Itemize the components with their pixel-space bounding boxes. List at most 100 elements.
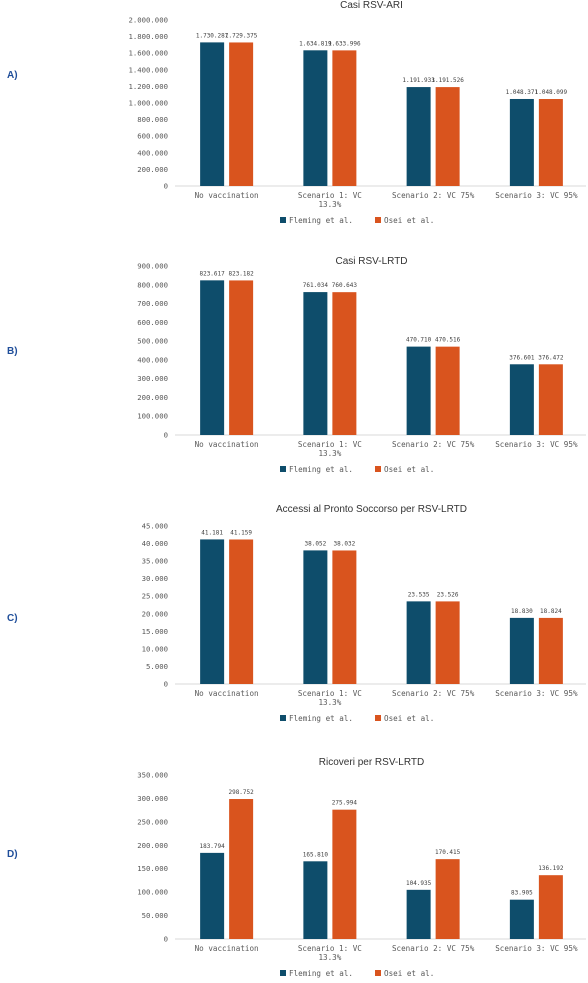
data-label: 298.752 — [228, 789, 254, 796]
data-label: 1.634.819 — [299, 40, 332, 47]
x-category-label: Scenario 3: VC 95% — [495, 944, 578, 953]
y-tick-label: 200.000 — [137, 841, 168, 850]
legend-swatch-fleming — [280, 217, 286, 223]
data-label: 170.415 — [435, 849, 461, 856]
bar-osei — [229, 42, 254, 186]
bar-fleming — [303, 550, 328, 684]
y-tick-label: 1.400.000 — [128, 65, 168, 74]
chart-b-svg: Casi RSV-LRTD 900.000 800.000 700.000 600.00… — [137, 256, 586, 474]
y-tick-label: 20.000 — [142, 609, 168, 618]
chart-panel-a: A) Casi RSV-ARI 2.000.000 1.800.000 1.600.0… — [0, 0, 588, 240]
chart-title: Casi RSV-ARI — [340, 0, 403, 11]
x-category-label: No vaccination — [195, 689, 259, 698]
legend-label-osei: Osei et al. — [384, 969, 434, 978]
data-label: 823.617 — [199, 270, 225, 277]
bar-fleming — [303, 861, 328, 939]
legend-label-fleming: Fleming et al. — [289, 969, 353, 978]
y-tick-label: 0 — [164, 935, 168, 944]
bar-osei — [538, 875, 563, 939]
legend-label-fleming: Fleming et al. — [289, 216, 353, 225]
legend-swatch-osei — [375, 715, 381, 721]
data-label: 275.994 — [332, 800, 358, 807]
y-tick-label: 300.000 — [137, 374, 168, 383]
legend-label-fleming: Fleming et al. — [289, 714, 353, 723]
bar-fleming — [200, 280, 225, 435]
data-label: 823.182 — [228, 270, 254, 277]
y-tick-label: 25.000 — [142, 592, 168, 601]
panel-label-d: D) — [7, 849, 18, 860]
bar-fleming — [200, 539, 225, 684]
y-tick-label: 1.600.000 — [128, 49, 168, 58]
bar-osei — [332, 292, 357, 435]
bar-osei — [435, 859, 460, 939]
chart-panel-d: D) Ricoveri per RSV-LRTD 350.000 300.000 25… — [0, 748, 588, 983]
y-tick-label: 0 — [164, 182, 168, 191]
y-tick-label: 35.000 — [142, 557, 168, 566]
x-category-label: Scenario 1: VC — [298, 689, 362, 698]
x-category-label: 13.3% — [318, 200, 341, 209]
bar-osei — [332, 809, 357, 939]
bar-osei — [538, 617, 563, 684]
bar-fleming — [303, 292, 328, 435]
y-tick-label: 150.000 — [137, 864, 168, 873]
chart-title: Ricoveri per RSV-LRTD — [319, 757, 424, 768]
data-label: 104.935 — [406, 880, 432, 887]
x-category-label: No vaccination — [195, 944, 259, 953]
data-label: 376.472 — [538, 354, 564, 361]
bar-fleming — [406, 889, 431, 939]
x-category-label: Scenario 2: VC 75% — [392, 191, 475, 200]
data-label: 470.710 — [406, 337, 432, 344]
chart-c-svg: Accessi al Pronto Soccorso per RSV-LRTD 4… — [142, 504, 586, 723]
x-category-label: Scenario 2: VC 75% — [392, 440, 475, 449]
x-category-label: Scenario 2: VC 75% — [392, 944, 475, 953]
data-label: 165.810 — [303, 851, 329, 858]
data-label: 83.905 — [511, 890, 533, 897]
x-category-label: Scenario 3: VC 95% — [495, 440, 578, 449]
bar-osei — [435, 601, 460, 684]
y-tick-label: 15.000 — [142, 627, 168, 636]
data-label: 1.048.371 — [506, 89, 539, 96]
x-category-label: Scenario 2: VC 75% — [392, 689, 475, 698]
y-tick-label: 250.000 — [137, 817, 168, 826]
chart-title: Casi RSV-LRTD — [335, 256, 407, 267]
panel-label-c: C) — [7, 613, 18, 624]
bar-osei — [332, 550, 357, 684]
x-category-label: Scenario 3: VC 95% — [495, 689, 578, 698]
y-tick-label: 45.000 — [142, 522, 168, 531]
x-category-label: No vaccination — [195, 191, 259, 200]
panel-label-b: B) — [7, 346, 18, 357]
legend-swatch-fleming — [280, 466, 286, 472]
chart-panel-c: C) Accessi al Pronto Soccorso per RSV-LR… — [0, 496, 588, 736]
bar-osei — [229, 280, 254, 435]
y-tick-label: 1.800.000 — [128, 32, 168, 41]
legend-swatch-osei — [375, 217, 381, 223]
legend-label-osei: Osei et al. — [384, 216, 434, 225]
y-tick-label: 500.000 — [137, 337, 168, 346]
y-tick-label: 0 — [164, 680, 168, 689]
y-tick-label: 800.000 — [137, 115, 168, 124]
data-label: 18.824 — [540, 608, 562, 615]
legend-swatch-osei — [375, 466, 381, 472]
bar-osei — [538, 99, 563, 186]
data-label: 1.048.099 — [535, 89, 568, 96]
y-tick-label: 300.000 — [137, 794, 168, 803]
bar-osei — [229, 539, 254, 684]
bar-osei — [332, 50, 357, 187]
data-label: 1.729.375 — [225, 32, 258, 39]
data-label: 760.643 — [332, 282, 358, 289]
bar-fleming — [200, 42, 225, 186]
legend-swatch-osei — [375, 970, 381, 976]
x-category-label: 13.3% — [318, 953, 341, 962]
bar-fleming — [509, 364, 534, 435]
chart-title: Accessi al Pronto Soccorso per RSV-LRTD — [276, 504, 467, 515]
y-tick-label: 400.000 — [137, 148, 168, 157]
bar-fleming — [406, 601, 431, 684]
data-label: 470.516 — [435, 337, 461, 344]
x-category-label: No vaccination — [195, 440, 259, 449]
data-label: 41.159 — [230, 529, 252, 536]
x-category-label: Scenario 3: VC 95% — [495, 191, 578, 200]
y-tick-label: 900.000 — [137, 262, 168, 271]
y-tick-label: 10.000 — [142, 644, 168, 653]
x-category-label: 13.3% — [318, 449, 341, 458]
y-tick-label: 2.000.000 — [128, 16, 168, 25]
